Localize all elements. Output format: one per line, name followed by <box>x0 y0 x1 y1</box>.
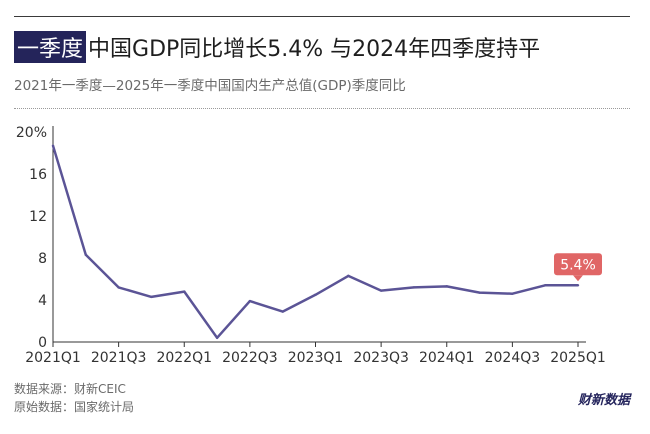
annotation-pointer <box>573 275 583 282</box>
data-point <box>84 253 88 257</box>
data-point <box>150 295 153 299</box>
annotation-badge <box>554 253 602 276</box>
x-tick-label: 2023Q1 <box>288 350 344 366</box>
title-highlight: 一季度 <box>14 31 87 63</box>
x-tick-label: 2021Q3 <box>91 350 147 366</box>
x-tick-label: 2025Q1 <box>550 350 606 366</box>
data-point <box>412 286 416 289</box>
data-point <box>445 285 448 288</box>
y-tick-label: 16 <box>29 167 47 183</box>
x-tick-label: 2023Q3 <box>353 350 409 366</box>
data-source: 数据来源：财新CEIC <box>14 382 126 396</box>
x-tick-label: 2022Q3 <box>222 350 278 366</box>
y-tick-label: 20% <box>16 125 47 141</box>
data-point <box>183 290 186 293</box>
caixin-data-logo: 财新数据 <box>578 393 631 408</box>
raw-data-source: 原始数据：国家统计局 <box>14 400 135 414</box>
x-tick-label: 2024Q1 <box>419 350 475 366</box>
chart-subtitle: 2021年一季度—2025年一季度中国国内生产总值(GDP)季度同比 <box>14 78 406 94</box>
y-tick-label: 0 <box>38 335 47 351</box>
dotted-divider <box>14 108 630 109</box>
x-tick-label: 2024Q3 <box>485 350 541 366</box>
data-point <box>478 291 481 294</box>
chart-title: 一季度 中国GDP同比增长5.4% 与2024年四季度持平 <box>14 31 541 63</box>
top-rule <box>14 16 630 17</box>
data-point <box>576 284 580 287</box>
data-point <box>347 274 350 278</box>
data-point <box>215 336 219 339</box>
y-tick-label: 12 <box>29 209 47 225</box>
gdp-series-line <box>51 145 578 340</box>
data-point <box>314 293 317 296</box>
data-point <box>511 292 514 295</box>
y-tick-label: 8 <box>38 251 47 267</box>
data-point <box>248 299 252 303</box>
x-tick-label: 2021Q1 <box>25 350 81 366</box>
data-point <box>543 284 547 287</box>
y-tick-label: 4 <box>38 293 47 309</box>
annotation-label: 5.4% <box>560 257 596 273</box>
data-point <box>379 289 383 292</box>
data-point <box>51 144 55 147</box>
x-tick-label: 2022Q1 <box>156 350 212 366</box>
data-point <box>117 286 120 289</box>
title-text: 中国GDP同比增长5.4% 与2024年四季度持平 <box>88 37 541 62</box>
data-point <box>281 310 284 313</box>
